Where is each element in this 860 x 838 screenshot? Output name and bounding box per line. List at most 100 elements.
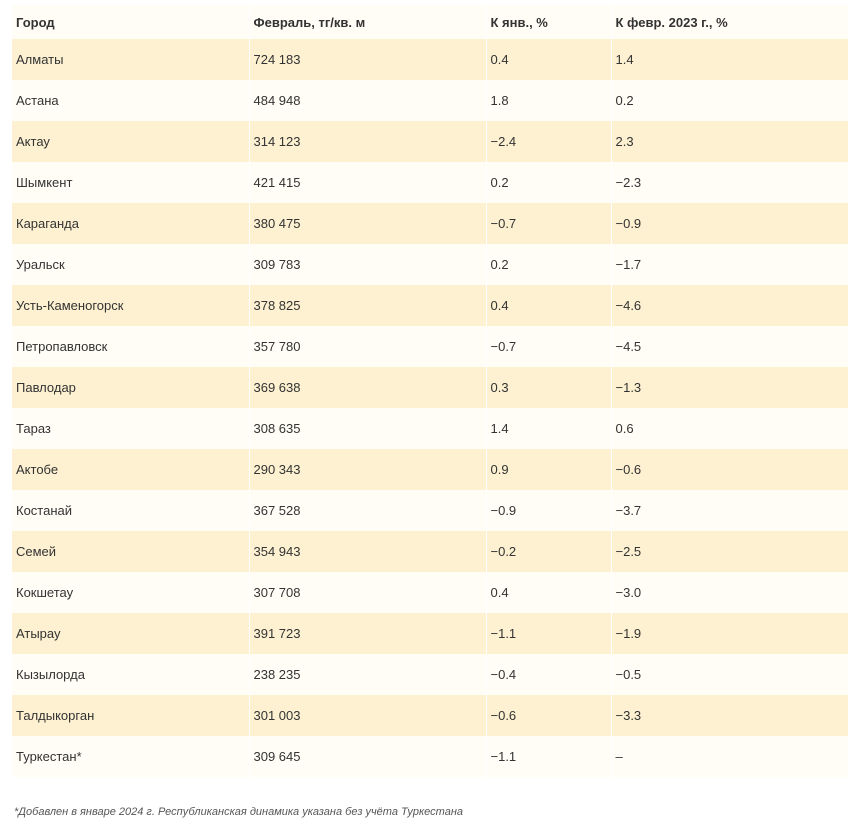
change-vs-feb-2023-cell: −0.6 [610,449,848,490]
city-cell: Атырау [16,626,61,641]
city-cell: Петропавловск [16,339,108,354]
city-cell: Актобе [16,462,59,477]
change-vs-january-cell: −0.6 [485,695,611,736]
table-row: Семей 354 943 −0.2 −2.5 [12,531,848,572]
table-row: Атырау 391 723 −1.1 −1.9 [12,613,848,654]
table-header: Город Февраль, тг/кв. м К янв., % К февр… [12,5,848,39]
city-cell: Костанай [16,503,73,518]
february-price-cell: 484 948 [248,80,486,121]
change-vs-january-cell: 0.3 [485,367,611,408]
city-cell: Уральск [16,257,65,272]
february-price-cell: 314 123 [248,121,486,162]
change-vs-feb-2023-cell: −2.3 [610,162,848,203]
change-vs-feb-2023-cell: −1.3 [610,367,848,408]
change-vs-feb-2023-cell: 1.4 [610,39,848,80]
city-cell: Караганда [16,216,79,231]
february-price-cell: 309 783 [248,244,486,285]
table-row: Петропавловск 357 780 −0.7 −4.5 [12,326,848,367]
february-price-cell: 369 638 [248,367,486,408]
change-vs-feb-2023-cell: – [610,736,848,777]
change-vs-january-cell: 0.4 [485,285,611,326]
table-row: Караганда 380 475 −0.7 −0.9 [12,203,848,244]
change-vs-january-cell: 1.4 [485,408,611,449]
february-price-cell: 391 723 [248,613,486,654]
table-row: Костанай 367 528 −0.9 −3.7 [12,490,848,531]
table-row: Павлодар 369 638 0.3 −1.3 [12,367,848,408]
city-cell: Талдыкорган [16,708,95,723]
change-vs-feb-2023-cell: −1.7 [610,244,848,285]
change-vs-feb-2023-cell: −4.6 [610,285,848,326]
february-price-cell: 378 825 [248,285,486,326]
february-price-cell: 238 235 [248,654,486,695]
change-vs-january-cell: −0.7 [485,326,611,367]
table-row: Туркестан* 309 645 −1.1– [12,736,848,777]
city-cell: Усть-Каменогорск [16,298,124,313]
city-cell: Тараз [16,421,51,436]
change-vs-january-cell: −0.4 [485,654,611,695]
change-vs-january-cell: −1.1 [485,736,611,777]
column-header-change-vs-january: К янв., % [485,5,611,39]
column-header-change-vs-feb-2023: К февр. 2023 г., % [610,5,848,39]
change-vs-feb-2023-cell: −2.5 [610,531,848,572]
change-vs-january-cell: −0.9 [485,490,611,531]
table-row: Актобе 290 343 0.9 −0.6 [12,449,848,490]
table-row: Алматы 724 183 0.4 1.4 [12,39,848,80]
city-cell: Семей [16,544,57,559]
price-table-container: Город Февраль, тг/кв. м К янв., % К февр… [12,5,848,777]
change-vs-january-cell: −2.4 [485,121,611,162]
change-vs-january-cell: 0.9 [485,449,611,490]
table-row: Шымкент 421 415 0.2 −2.3 [12,162,848,203]
february-price-cell: 308 635 [248,408,486,449]
footnote: *Добавлен в январе 2024 г. Республиканск… [14,806,463,818]
city-cell: Туркестан* [16,749,82,764]
change-vs-january-cell: −0.7 [485,203,611,244]
february-price-cell: 354 943 [248,531,486,572]
february-price-cell: 301 003 [248,695,486,736]
table-row: Кокшетау 307 708 0.4 −3.0 [12,572,848,613]
table-row: Кызылорда 238 235 −0.4 −0.5 [12,654,848,695]
change-vs-feb-2023-cell: −3.0 [610,572,848,613]
price-table: Город Февраль, тг/кв. м К янв., % К февр… [12,5,848,777]
february-price-cell: 367 528 [248,490,486,531]
change-vs-feb-2023-cell: −3.7 [610,490,848,531]
change-vs-january-cell: 1.8 [485,80,611,121]
city-cell: Актау [16,134,50,149]
february-price-cell: 307 708 [248,572,486,613]
header-row: Город Февраль, тг/кв. м К янв., % К февр… [12,5,848,39]
february-price-cell: 290 343 [248,449,486,490]
february-price-cell: 380 475 [248,203,486,244]
city-cell: Кызылорда [16,667,85,682]
change-vs-feb-2023-cell: 2.3 [610,121,848,162]
february-price-cell: 357 780 [248,326,486,367]
city-cell: Астана [16,93,59,108]
change-vs-feb-2023-cell: −0.5 [610,654,848,695]
city-cell: Павлодар [16,380,76,395]
change-vs-january-cell: 0.4 [485,572,611,613]
table-row: Астана 484 948 1.8 0.2 [12,80,848,121]
change-vs-feb-2023-cell: −3.3 [610,695,848,736]
city-cell: Шымкент [16,175,73,190]
february-price-cell: 724 183 [248,39,486,80]
change-vs-feb-2023-cell: −0.9 [610,203,848,244]
change-vs-january-cell: 0.4 [485,39,611,80]
change-vs-feb-2023-cell: 0.2 [610,80,848,121]
table-row: Уральск 309 783 0.2 −1.7 [12,244,848,285]
table-row: Талдыкорган 301 003 −0.6 −3.3 [12,695,848,736]
february-price-cell: 421 415 [248,162,486,203]
february-price-cell: 309 645 [248,736,486,777]
change-vs-feb-2023-cell: −4.5 [610,326,848,367]
table-body: Алматы 724 183 0.4 1.4 Астана 484 948 1.8 0.2 Ак… [12,39,848,777]
column-header-city: Город [16,14,55,30]
table-row: Усть-Каменогорск 378 825 0.4 −4.6 [12,285,848,326]
change-vs-january-cell: 0.2 [485,244,611,285]
column-header-february-price: Февраль, тг/кв. м [248,5,486,39]
change-vs-january-cell: −0.2 [485,531,611,572]
table-row: Актау 314 123 −2.4 2.3 [12,121,848,162]
change-vs-january-cell: −1.1 [485,613,611,654]
city-cell: Алматы [16,52,64,67]
change-vs-feb-2023-cell: 0.6 [610,408,848,449]
change-vs-feb-2023-cell: −1.9 [610,613,848,654]
table-row: Тараз 308 635 1.4 0.6 [12,408,848,449]
change-vs-january-cell: 0.2 [485,162,611,203]
city-cell: Кокшетау [16,585,74,600]
